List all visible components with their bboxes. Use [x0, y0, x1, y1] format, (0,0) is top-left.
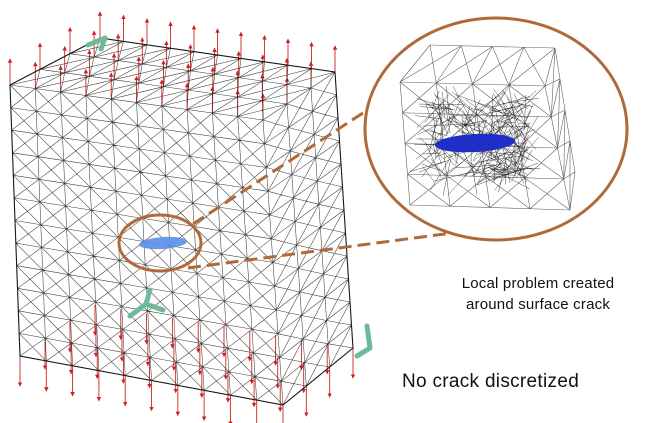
local-mesh-lines [399, 44, 576, 211]
support-boundary-conditions [85, 35, 373, 359]
green-support-icon [85, 35, 108, 52]
crack-surface-local [435, 133, 515, 153]
crack-highlight-ellipse [117, 213, 203, 273]
no-crack-caption: No crack discretized [402, 371, 580, 392]
green-support-icon [127, 287, 166, 319]
local-problem-mesh [399, 44, 576, 211]
local-problem-caption-line1: Local problem created [461, 275, 615, 292]
crack-surface-global [139, 236, 187, 250]
local-problem-caption-line2: around surface crack [465, 296, 611, 313]
green-support-icon [354, 323, 373, 359]
top-load-arrows [7, 11, 338, 120]
local-problem-caption: Local problem created around surface cra… [432, 273, 644, 315]
zoom-leader-lower [187, 231, 453, 270]
zoom-ellipse [363, 16, 629, 242]
zoom-leader-upper [192, 90, 396, 226]
